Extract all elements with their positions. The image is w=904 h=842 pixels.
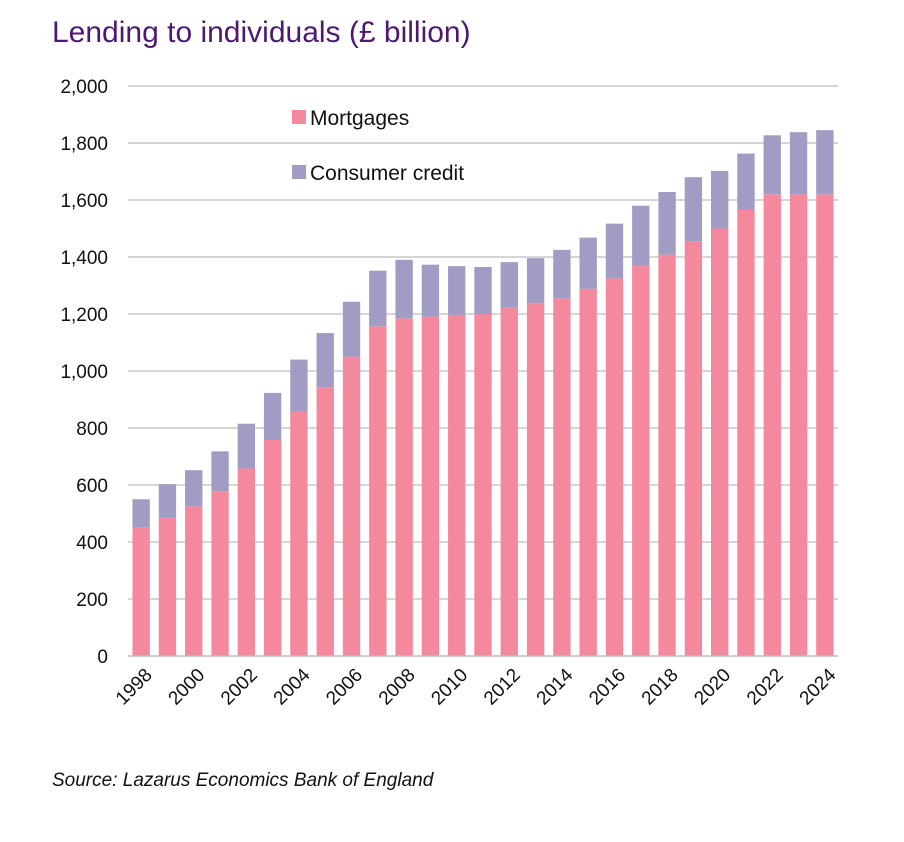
bar-mortgages-2011 xyxy=(474,314,492,656)
y-axis: 0 200 400 600 800 1,000 1,200 1,400 1,600 1,800 2,… xyxy=(60,77,108,668)
chart-title: Lending to individuals (£ billion) xyxy=(52,16,471,49)
bars xyxy=(132,130,834,657)
bar-consumer-credit-1999 xyxy=(158,484,177,518)
bar-consumer-credit-2003 xyxy=(263,392,282,440)
bar-consumer-credit-2004 xyxy=(290,359,308,412)
bar-consumer-credit-2013 xyxy=(526,258,545,304)
bar-consumer-credit-2022 xyxy=(763,135,781,195)
bar-mortgages-2017 xyxy=(632,265,650,656)
bar-mortgages-2014 xyxy=(553,298,571,656)
bar-consumer-credit-2009 xyxy=(421,264,440,317)
legend-label-consumer-credit: Consumer credit xyxy=(310,162,464,185)
bar-consumer-credit-2008 xyxy=(395,259,413,319)
bar-consumer-credit-2024 xyxy=(816,130,834,195)
source-note: Source: Lazarus Economics Bank of Englan… xyxy=(52,770,434,791)
bar-consumer-credit-2012 xyxy=(500,262,518,308)
y-tick-label: 200 xyxy=(76,590,108,611)
bar-mortgages-2010 xyxy=(448,315,466,656)
bar-mortgages-2022 xyxy=(763,194,781,657)
bar-consumer-credit-2011 xyxy=(474,266,492,314)
bar-consumer-credit-1998 xyxy=(132,499,150,528)
y-tick-label: 800 xyxy=(76,419,108,440)
bar-mortgages-2001 xyxy=(211,491,229,656)
bar-chart: 0 200 400 600 800 1,000 1,200 1,400 1,600 1,800 2,… xyxy=(60,77,841,709)
bar-mortgages-2003 xyxy=(263,439,282,656)
bar-mortgages-2023 xyxy=(789,194,808,657)
bar-consumer-credit-2015 xyxy=(579,237,597,289)
bar-mortgages-2008 xyxy=(395,318,413,656)
x-tick-label: 2018 xyxy=(638,665,683,710)
bar-mortgages-2024 xyxy=(816,194,834,657)
x-tick-label: 2020 xyxy=(690,665,735,710)
bar-consumer-credit-2002 xyxy=(237,423,256,469)
x-tick-label: 2014 xyxy=(533,664,578,709)
bar-consumer-credit-2019 xyxy=(684,177,703,242)
bar-mortgages-1999 xyxy=(158,517,177,656)
bar-mortgages-2000 xyxy=(185,506,203,656)
x-tick-label: 2006 xyxy=(322,665,367,710)
bar-consumer-credit-2014 xyxy=(553,249,571,299)
y-tick-label: 1,000 xyxy=(60,362,108,383)
bar-mortgages-2013 xyxy=(526,303,545,656)
bar-consumer-credit-2018 xyxy=(658,192,676,255)
bar-mortgages-2018 xyxy=(658,254,676,656)
x-axis: 1998 2000 2002 2004 2006 2008 2010 2012 2014 2016… xyxy=(112,664,841,709)
legend-swatch-consumer-credit xyxy=(292,165,306,179)
y-tick-label: 2,000 xyxy=(60,77,108,98)
bar-mortgages-2012 xyxy=(500,307,518,656)
bar-mortgages-2020 xyxy=(710,228,729,656)
bar-consumer-credit-2000 xyxy=(185,470,203,507)
legend: Mortgages Consumer credit xyxy=(292,107,464,185)
x-tick-label: 2002 xyxy=(217,665,262,710)
bar-consumer-credit-2005 xyxy=(316,333,334,388)
bar-mortgages-2005 xyxy=(316,387,334,656)
x-tick-label: 2012 xyxy=(480,665,525,710)
x-tick-label: 1998 xyxy=(112,665,157,710)
x-tick-label: 2016 xyxy=(585,665,630,710)
x-tick-label: 2004 xyxy=(270,664,315,709)
bar-mortgages-2021 xyxy=(737,209,755,656)
bar-consumer-credit-2006 xyxy=(342,301,361,357)
bar-consumer-credit-2023 xyxy=(789,132,808,195)
x-tick-label: 2000 xyxy=(165,665,210,710)
y-tick-label: 0 xyxy=(97,647,108,668)
y-tick-label: 400 xyxy=(76,533,108,554)
bar-consumer-credit-2001 xyxy=(211,451,229,492)
bar-consumer-credit-2016 xyxy=(605,223,624,279)
y-tick-label: 1,600 xyxy=(60,191,108,212)
bar-consumer-credit-2010 xyxy=(448,266,466,316)
y-tick-label: 1,800 xyxy=(60,134,108,155)
bar-mortgages-2007 xyxy=(369,326,387,656)
bar-consumer-credit-2020 xyxy=(710,170,729,229)
bar-mortgages-2016 xyxy=(605,278,624,656)
bar-consumer-credit-2017 xyxy=(632,205,650,266)
x-tick-label: 2010 xyxy=(427,665,472,710)
bar-mortgages-1998 xyxy=(132,527,150,656)
y-tick-label: 1,200 xyxy=(60,305,108,326)
x-tick-label: 2024 xyxy=(796,664,841,709)
bar-mortgages-2006 xyxy=(342,356,361,656)
bar-consumer-credit-2021 xyxy=(737,153,755,210)
bar-mortgages-2019 xyxy=(684,241,703,656)
bar-consumer-credit-2007 xyxy=(369,270,387,327)
bar-mortgages-2015 xyxy=(579,288,597,656)
legend-label-mortgages: Mortgages xyxy=(310,107,409,130)
bar-mortgages-2002 xyxy=(237,468,256,656)
y-tick-label: 600 xyxy=(76,476,108,497)
bar-mortgages-2004 xyxy=(290,411,308,656)
legend-swatch-mortgages xyxy=(292,110,306,124)
bar-mortgages-2009 xyxy=(421,316,440,656)
x-tick-label: 2008 xyxy=(375,665,420,710)
x-tick-label: 2022 xyxy=(743,665,788,710)
y-tick-label: 1,400 xyxy=(60,248,108,269)
